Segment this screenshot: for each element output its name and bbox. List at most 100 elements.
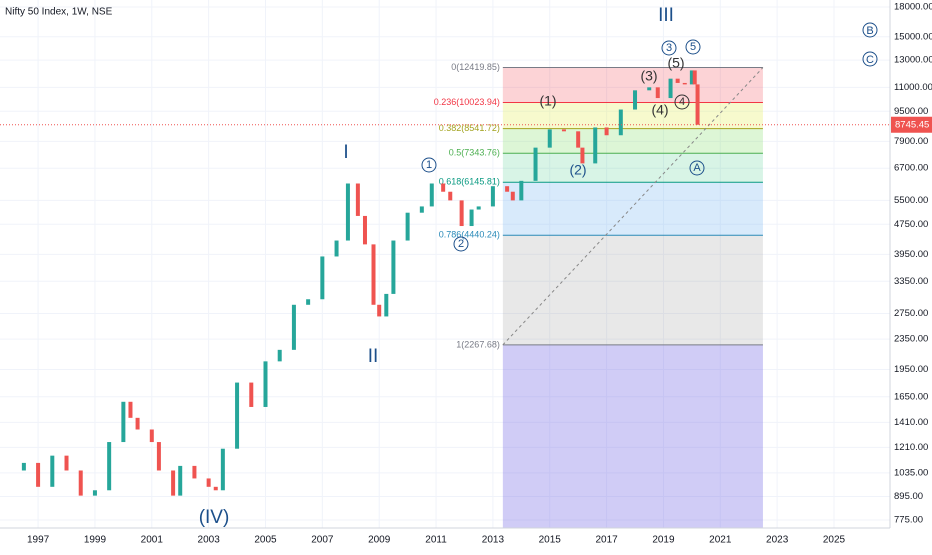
wave-ring [453, 236, 469, 252]
y-tick-label: 1210.00 [894, 442, 928, 453]
candle [213, 486, 218, 491]
y-tick-label: 4750.00 [894, 219, 928, 230]
y-tick-label: 7900.00 [894, 136, 928, 147]
wave-label: (4) [651, 102, 668, 118]
candle [695, 84, 700, 125]
x-tick-label: 2015 [539, 535, 562, 546]
x-tick-label: 2013 [482, 535, 505, 546]
candle [580, 147, 585, 164]
wave-label: III [658, 5, 674, 26]
x-tick-label: 1997 [27, 535, 50, 546]
candle [682, 82, 687, 85]
y-tick-label: 895.00 [894, 491, 923, 502]
candle [362, 215, 367, 245]
x-tick-label: 2011 [425, 535, 447, 546]
x-tick-label: 2023 [766, 535, 789, 546]
candle [419, 206, 424, 213]
fib-band [502, 128, 763, 154]
candle [149, 429, 154, 443]
candle [510, 191, 515, 201]
fib-label: 0.5(7343.76) [449, 148, 500, 158]
wave-ring [421, 157, 437, 173]
fib-band [502, 153, 763, 183]
candle [21, 462, 26, 471]
fib-band [502, 182, 763, 236]
candle [263, 361, 268, 407]
y-tick-label: 3350.00 [894, 276, 928, 287]
x-tick-label: 2003 [198, 535, 221, 546]
x-tick-label: 2009 [368, 535, 391, 546]
last-price-label: 8745.45 [895, 119, 929, 130]
candle [391, 240, 396, 294]
candle [405, 212, 410, 241]
y-tick-label: 1650.00 [894, 391, 928, 402]
candle [107, 442, 112, 491]
wave-ring [862, 22, 878, 38]
wave-label: (IV) [199, 507, 230, 528]
fib-label: 0.382(8541.72) [439, 123, 500, 133]
wave-label: (1) [539, 93, 556, 109]
y-tick-label: 11000.00 [894, 82, 932, 93]
chart-title: Nifty 50 Index, 1W, NSE [5, 7, 113, 18]
fib-label: 0.618(6145.81) [439, 177, 500, 187]
candle [235, 382, 240, 449]
candle [576, 131, 581, 148]
wave-labels: III B C 3 5 (3) (5) (1) (4) 4 (2) A 1 2 … [199, 5, 878, 528]
last-price-tag [891, 116, 932, 133]
candle [655, 87, 660, 99]
candle [277, 349, 282, 362]
candle [668, 78, 673, 99]
y-tick-label: 775.00 [894, 515, 923, 526]
wave-label: (3) [640, 68, 657, 84]
candle [448, 191, 453, 201]
candle [135, 417, 140, 430]
candle [692, 70, 697, 85]
fib-label: 0.236(10023.94) [434, 97, 500, 107]
candle [561, 129, 566, 132]
candle [519, 180, 524, 201]
candle [459, 200, 464, 227]
wave-label: 3 [666, 42, 672, 54]
wave-ring [674, 94, 690, 110]
y-tick-label: 18000.00 [894, 2, 932, 13]
candle [64, 455, 69, 471]
wave-label: 2 [458, 238, 464, 250]
y-tick-label: 6700.00 [894, 163, 928, 174]
y-tick-label: 13000.00 [894, 55, 932, 66]
wave-label: 5 [690, 41, 696, 53]
y-tick-label: 2750.00 [894, 308, 928, 319]
candle [334, 240, 339, 257]
x-tick-label: 2021 [709, 535, 732, 546]
fib-label: 0.786(4440.24) [439, 230, 500, 240]
candle [156, 442, 161, 471]
candle [291, 304, 296, 350]
x-tick-label: 2019 [652, 535, 675, 546]
candle [533, 147, 538, 181]
wave-label: II [368, 346, 379, 367]
candle [689, 70, 694, 85]
wave-label: C [866, 54, 874, 66]
wave-ring [685, 39, 701, 55]
candle [429, 183, 434, 207]
x-tick-label: 2017 [595, 535, 618, 546]
plot: 0(12419.85) 0.236(10023.94) 0.382(8541.72)… [0, 0, 890, 528]
candle [36, 462, 41, 487]
y-tick-label: 2350.00 [894, 334, 928, 345]
wave-label: (5) [667, 55, 684, 71]
candle [345, 183, 350, 241]
candle [384, 293, 389, 317]
fib-label: 0(12419.85) [451, 62, 500, 72]
x-tick-label: 2001 [141, 535, 164, 546]
candle [647, 87, 652, 91]
candle [505, 186, 510, 192]
candle [593, 127, 598, 164]
fib-band [502, 235, 763, 345]
candle [320, 256, 325, 300]
fib-label: 1(2267.68) [456, 339, 500, 349]
y-tick-label: 15000.00 [894, 31, 932, 42]
fib-band [502, 67, 763, 103]
candle [50, 455, 55, 487]
x-tick-label: 2007 [311, 535, 334, 546]
candle [92, 490, 97, 496]
